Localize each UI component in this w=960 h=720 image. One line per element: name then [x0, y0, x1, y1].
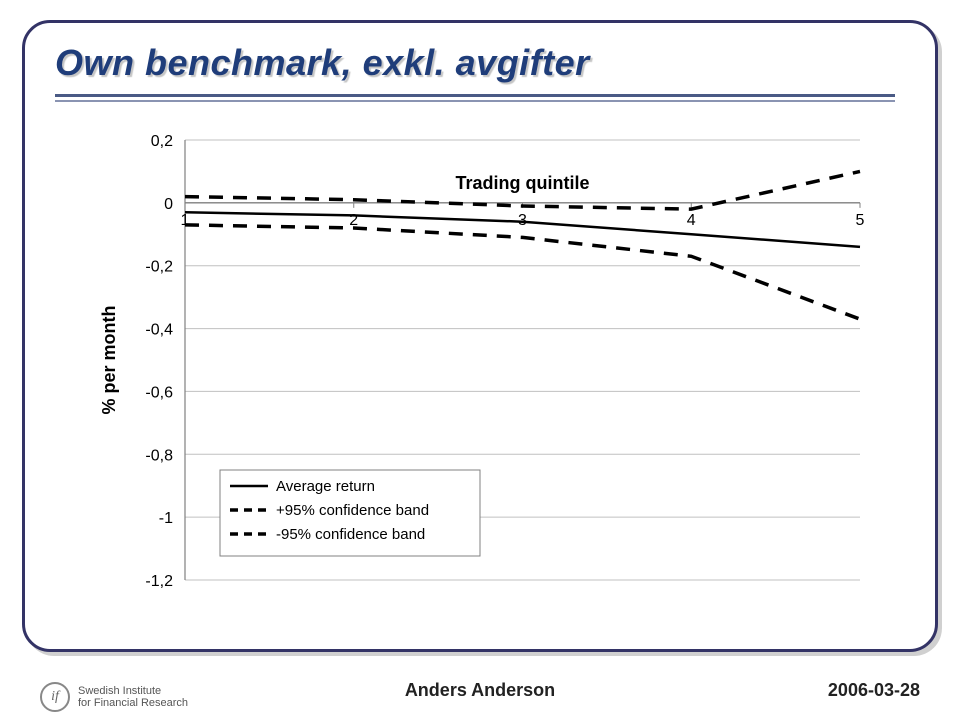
svg-text:-1,2: -1,2	[145, 573, 173, 590]
chart-svg: 0,20-0,2-0,4-0,6-0,8-1-1,212345Trading q…	[90, 130, 880, 610]
svg-text:-0,2: -0,2	[145, 259, 173, 276]
svg-text:Average return: Average return	[276, 478, 375, 495]
chart-area: 0,20-0,2-0,4-0,6-0,8-1-1,212345Trading q…	[90, 130, 880, 610]
footer: Anders Anderson 2006-03-28	[0, 670, 960, 710]
svg-text:% per month: % per month	[99, 305, 119, 414]
svg-text:-0,4: -0,4	[145, 322, 173, 339]
svg-text:0,2: 0,2	[151, 133, 173, 150]
footer-author: Anders Anderson	[0, 680, 960, 701]
svg-text:-0,8: -0,8	[145, 447, 173, 464]
svg-text:+95% confidence band: +95% confidence band	[276, 502, 429, 519]
svg-text:5: 5	[856, 212, 865, 229]
svg-text:-1: -1	[159, 510, 173, 527]
svg-text:0: 0	[164, 196, 173, 213]
svg-text:-0,6: -0,6	[145, 384, 173, 401]
slide-title: Own benchmark, exkl. avgifter	[55, 42, 590, 84]
svg-text:4: 4	[687, 212, 696, 229]
svg-text:-95% confidence band: -95% confidence band	[276, 526, 425, 543]
footer-date: 2006-03-28	[828, 680, 920, 701]
svg-text:Trading quintile: Trading quintile	[456, 173, 590, 193]
title-wrap: Own benchmark, exkl. avgifter	[55, 42, 590, 84]
